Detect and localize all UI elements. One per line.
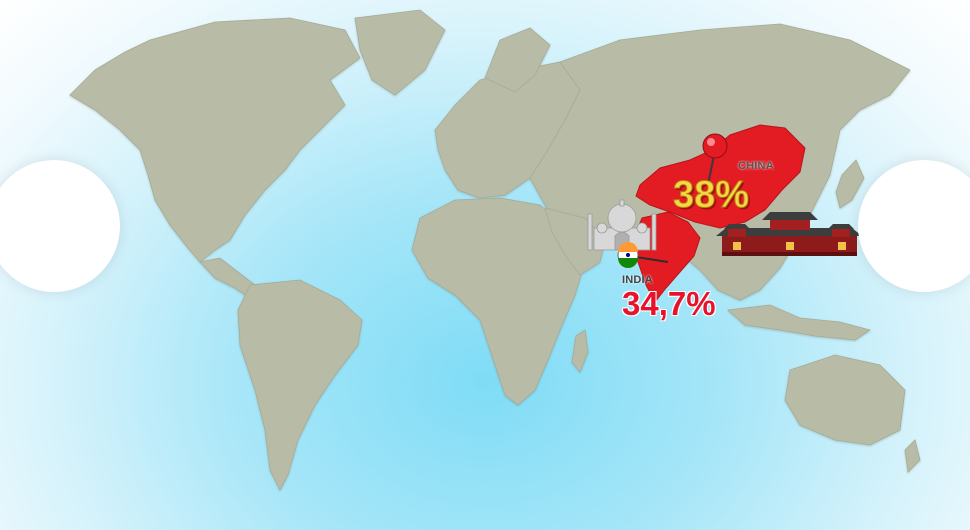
china-country-label: CHINA [738,160,774,172]
australia-landmass [784,354,906,446]
india-country-label: INDIA [622,274,653,286]
taj-mahal-icon [587,199,657,251]
india-flag-icon[interactable] [617,242,669,268]
china-percentage: 38% [672,174,750,216]
greenland-landmass [354,9,446,96]
north-america-landmass [69,17,361,263]
southeast-asia-islands [727,304,871,341]
new-zealand-landmass [904,439,921,473]
madagascar-landmass [571,329,589,373]
japan-landmass [835,159,865,209]
india-percentage: 34,7% [622,285,716,322]
next-circle[interactable] [858,160,970,292]
china-map-pin[interactable] [702,133,728,186]
palace-gate-icon [716,212,862,256]
south-america-landmass [237,279,363,491]
scandinavia-landmass [484,27,551,93]
previous-circle[interactable] [0,160,120,292]
africa-landmass [411,197,586,406]
